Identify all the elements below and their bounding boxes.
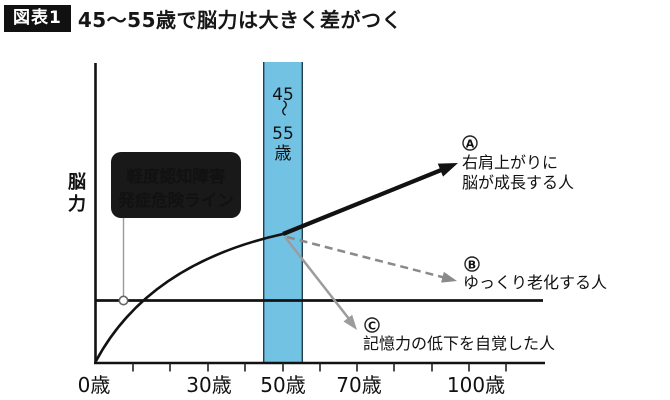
x-axis-labels: 0歳 30歳 50歳 70歳 100歳 [78, 373, 505, 397]
annotation-b-letter: B [468, 259, 476, 272]
annotation-a-line-1: 右肩上がりに [462, 153, 558, 172]
x-axis-ticks [132, 363, 507, 372]
series-a-arrow [282, 163, 458, 236]
annotation-b-line-1: ゆっくり老化する人 [463, 273, 607, 292]
y-label-char-1: 脳 [68, 172, 86, 193]
x-label-30: 30歳 [186, 373, 231, 397]
series-c-arrow [284, 236, 357, 330]
series-a-arrowhead [437, 163, 458, 177]
y-label-char-2: 力 [68, 194, 86, 215]
series-a-shaft [282, 166, 446, 236]
annotation-a-line-2: 脳が成長する人 [462, 173, 574, 192]
band-label-tilde: 〜 [273, 100, 293, 117]
figure-header: 図表1 45〜55歳で脳力は大きく差がつく [4, 4, 402, 33]
x-label-100: 100歳 [447, 373, 505, 397]
series-b-arrow [286, 235, 457, 283]
annotation-a-letter: A [466, 138, 475, 151]
callout-line-1: 軽度認知障害 [127, 166, 226, 186]
callout-box [111, 152, 241, 218]
annotation-c-line-1: 記憶力の低下を自覚した人 [363, 334, 555, 353]
annotation-c: C 記憶力の低下を自覚した人 [363, 317, 555, 353]
series-b-shaft [286, 235, 445, 279]
figure-number-badge: 図表1 [4, 5, 71, 32]
y-axis-label: 脳 力 [68, 172, 86, 215]
annotation-c-letter: C [368, 320, 376, 333]
threshold-point-marker [118, 295, 129, 306]
band-label-55: 55 [272, 124, 294, 144]
circled-a-icon [462, 135, 478, 151]
band-rect [263, 62, 303, 364]
circled-c-icon [364, 317, 380, 333]
figure-title: 45〜55歳で脳力は大きく差がつく [77, 8, 403, 32]
series-b-arrowhead [441, 271, 457, 283]
band-label-45: 45 [272, 85, 294, 105]
x-label-50: 50歳 [260, 373, 305, 397]
annotation-b: B ゆっくり老化する人 [463, 256, 607, 292]
callout-line-2: 発症危険ライン [117, 190, 234, 210]
band-label-sai: 歳 [275, 144, 292, 164]
annotation-a: A 右肩上がりに 脳が成長する人 [462, 135, 574, 192]
highlight-band-45-55: 45 〜 55 歳 [263, 62, 303, 364]
x-label-0: 0歳 [78, 373, 111, 397]
circled-b-icon [464, 256, 480, 272]
mci-threshold-callout: 軽度認知障害 発症危険ライン [111, 152, 241, 306]
series-c-arrowhead [343, 314, 357, 330]
growth-curve [94, 232, 284, 362]
x-label-70: 70歳 [336, 373, 381, 397]
series-c-shaft [284, 236, 351, 321]
